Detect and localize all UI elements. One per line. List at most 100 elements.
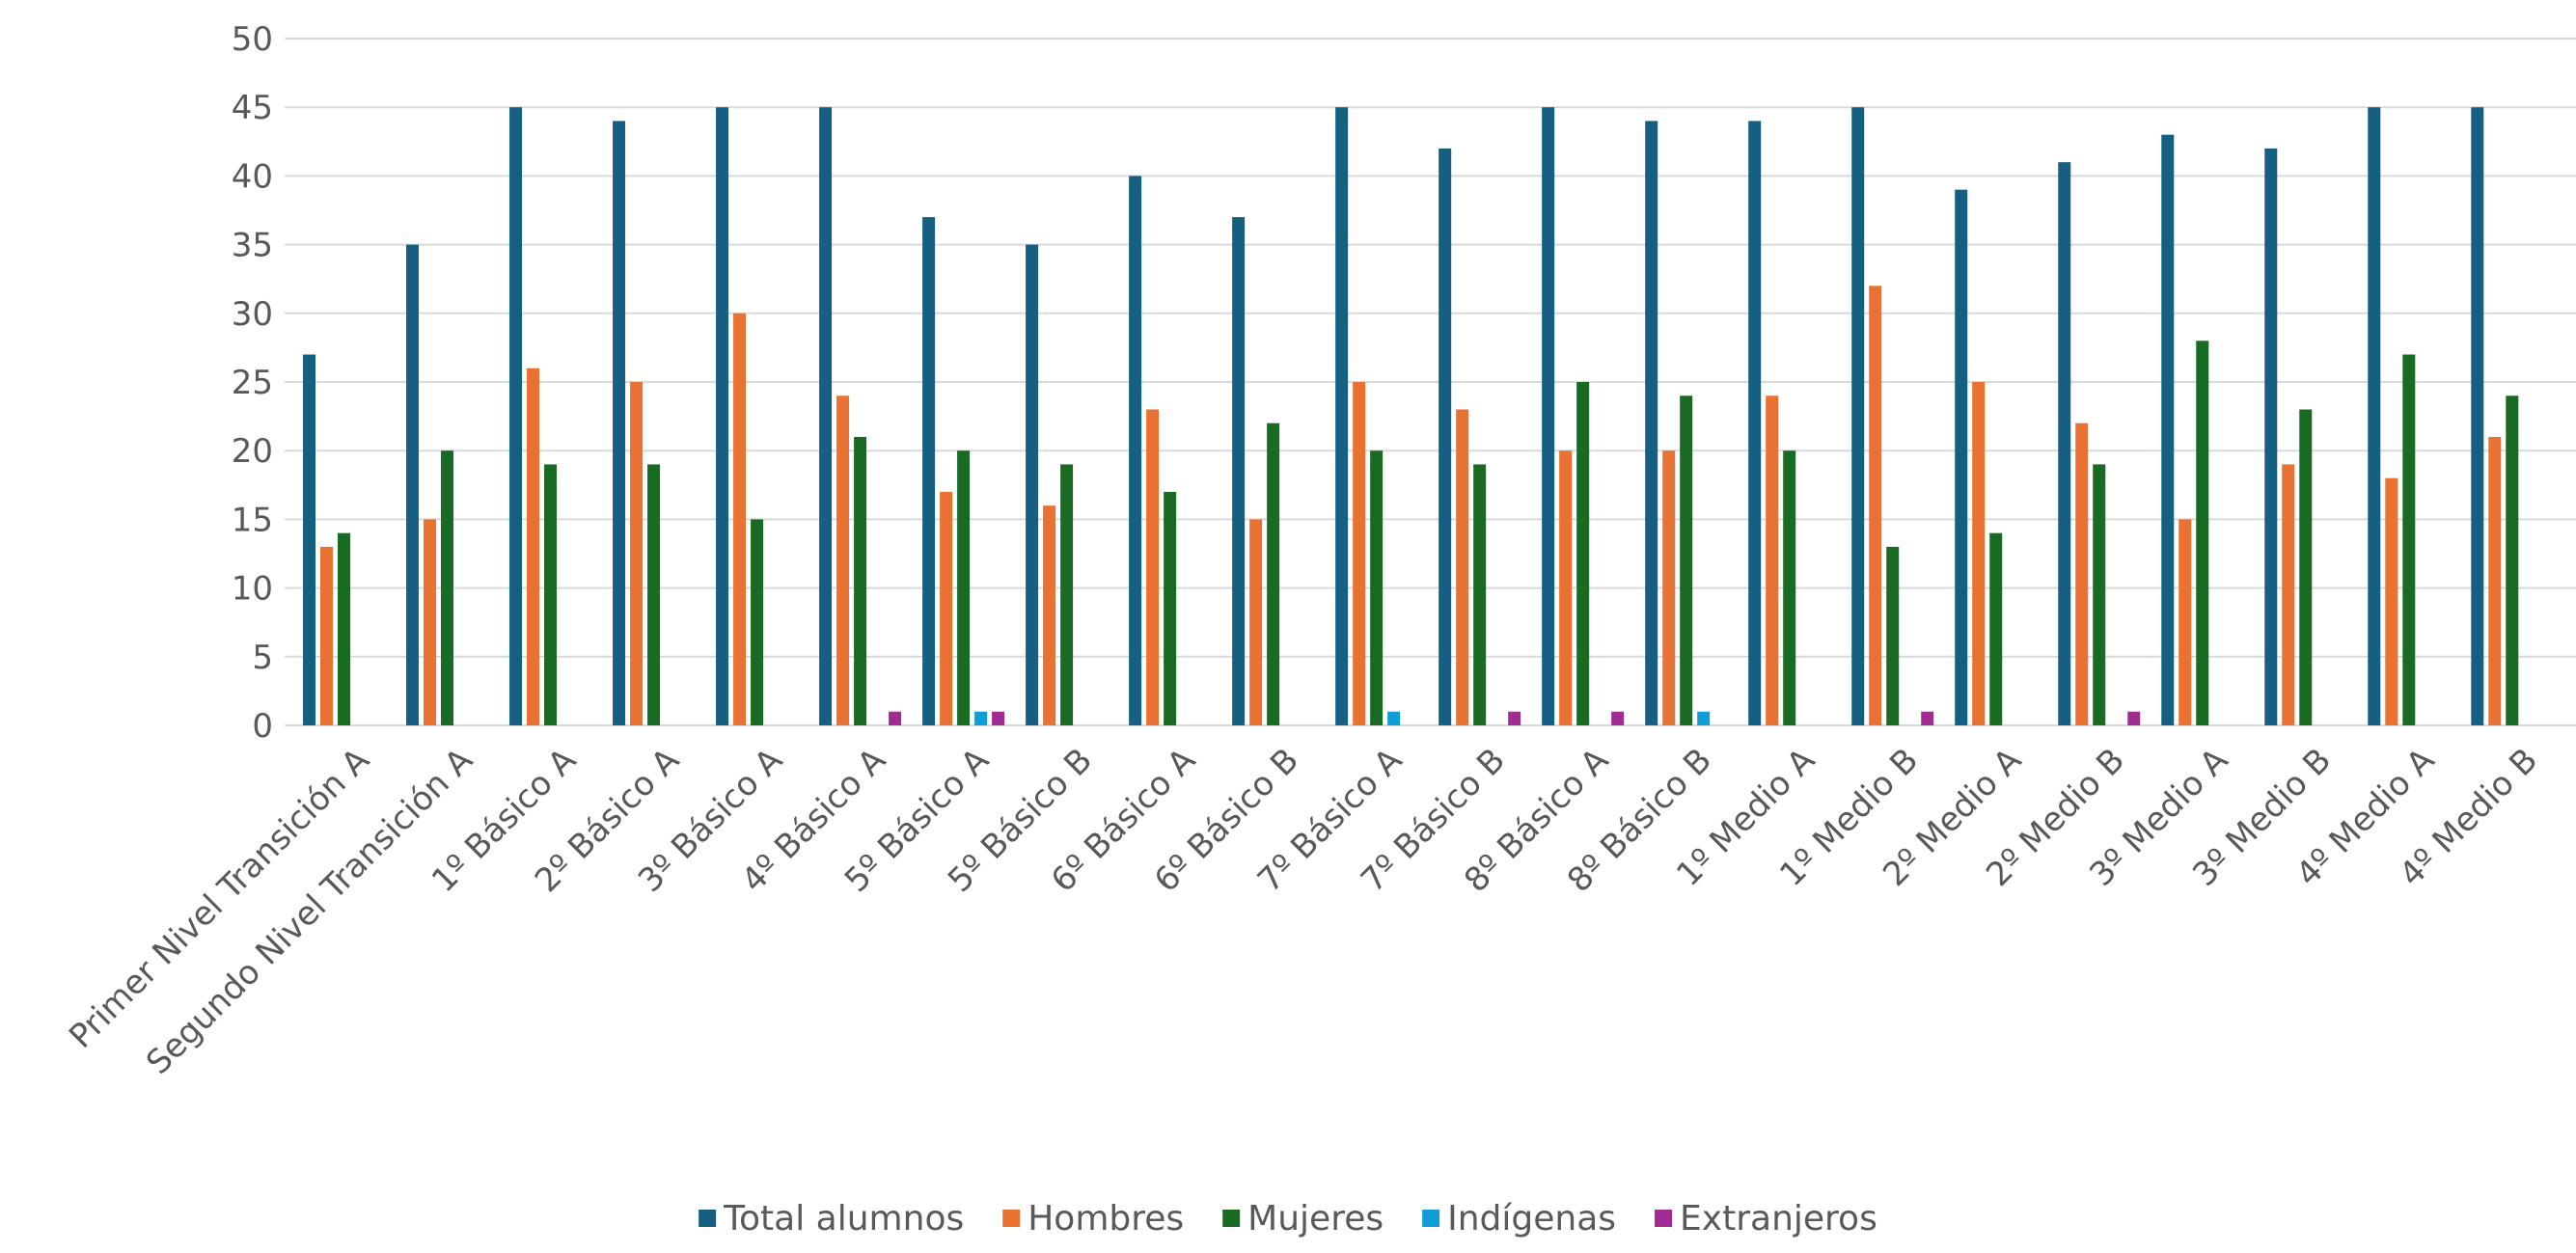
bar-mujeres-7 [1060,464,1074,725]
bar-hombres-18 [2179,519,2192,725]
legend-label: Extranjeros [1680,1199,1877,1239]
bar-mujeres-16 [1989,532,2003,725]
legend-item-total-alumnos[interactable]: Total alumnos [699,1199,964,1239]
bar-ind-genas-13 [1697,711,1711,725]
bar-total-alumnos-5 [819,107,833,725]
legend-swatch [1655,1210,1673,1227]
bar-extranjeros-12 [1611,711,1625,725]
y-tick-label: 30 [232,295,273,334]
bar-total-alumnos-13 [1645,121,1658,725]
bar-mujeres-12 [1576,382,1590,725]
bar-extranjeros-5 [889,711,902,725]
y-tick-label: 25 [232,364,273,402]
legend-item-hombres[interactable]: Hombres [1002,1199,1184,1239]
bar-ind-genas-10 [1387,711,1401,725]
bar-total-alumnos-20 [2368,107,2381,725]
bar-mujeres-5 [854,436,867,725]
bar-hombres-5 [836,395,850,725]
bar-total-alumnos-0 [303,354,316,725]
bar-total-alumnos-4 [716,107,729,725]
legend-item-ind-genas[interactable]: Indígenas [1422,1199,1616,1239]
bar-mujeres-21 [2506,395,2519,725]
bar-hombres-19 [2282,464,2295,725]
bar-hombres-16 [1972,382,1986,725]
bar-hombres-7 [1043,505,1056,725]
bar-mujeres-15 [1886,546,1900,725]
y-tick-label: 35 [232,227,273,265]
bar-total-alumnos-8 [1129,176,1142,725]
y-tick-label: 0 [252,707,273,746]
y-tick-label: 10 [232,570,273,609]
y-tick-label: 15 [232,501,273,539]
bar-hombres-17 [2075,422,2089,725]
bar-hombres-15 [1869,286,1882,725]
bar-hombres-2 [527,368,540,725]
legend-label: Mujeres [1247,1199,1384,1239]
gridlines [285,38,2576,726]
bar-mujeres-6 [957,450,971,725]
bar-hombres-4 [733,313,747,725]
bar-total-alumnos-1 [406,244,420,725]
bar-hombres-13 [1662,450,1676,725]
legend-label: Hombres [1028,1199,1184,1239]
bar-total-alumnos-12 [1542,107,1555,725]
bar-total-alumnos-9 [1232,217,1246,725]
bar-hombres-10 [1353,382,1366,725]
bar-hombres-6 [940,491,953,725]
bar-hombres-8 [1146,409,1160,725]
bar-hombres-11 [1456,409,1469,725]
bar-total-alumnos-16 [1955,189,1968,725]
bar-mujeres-10 [1370,450,1384,725]
legend-swatch [1422,1210,1440,1227]
legend-swatch [1002,1210,1021,1227]
legend[interactable]: Total alumnos Hombres Mujeres Indígenas Extr… [699,1199,1877,1239]
bar-extranjeros-17 [2127,711,2141,725]
y-tick-label: 40 [232,157,273,196]
bar-mujeres-19 [2299,409,2313,725]
bar-mujeres-20 [2402,354,2416,725]
bar-total-alumnos-15 [1851,107,1865,725]
bar-mujeres-8 [1164,491,1177,725]
legend-label: Indígenas [1447,1199,1616,1239]
y-tick-label: 45 [232,89,273,127]
bar-total-alumnos-3 [613,121,626,725]
legend-swatch [1222,1210,1241,1227]
bar-hombres-12 [1559,450,1573,725]
bar-mujeres-13 [1680,395,1693,725]
legend-swatch [699,1210,717,1227]
bar-hombres-14 [1766,395,1779,725]
bar-total-alumnos-19 [2264,148,2278,726]
bar-total-alumnos-2 [509,107,523,725]
bar-total-alumnos-7 [1026,244,1039,725]
bar-hombres-3 [630,382,644,725]
bar-mujeres-2 [544,464,558,725]
bar-total-alumnos-6 [922,217,936,725]
bar-total-alumnos-11 [1439,148,1452,726]
bar-total-alumnos-17 [2058,162,2071,725]
bar-mujeres-9 [1267,422,1280,725]
bar-mujeres-3 [647,464,661,725]
bar-total-alumnos-14 [1748,121,1762,725]
bar-mujeres-1 [441,450,454,725]
y-tick-label: 20 [232,432,273,471]
bar-mujeres-11 [1473,464,1487,725]
bar-hombres-0 [320,546,334,725]
bar-ind-genas-6 [974,711,988,725]
bar-mujeres-18 [2196,340,2209,725]
bar-hombres-9 [1249,519,1263,725]
bar-mujeres-17 [2093,464,2106,725]
legend-item-extranjeros[interactable]: Extranjeros [1655,1199,1877,1239]
bars [303,107,2519,726]
bar-extranjeros-6 [992,711,1005,725]
bar-hombres-1 [424,519,437,725]
bar-mujeres-0 [338,532,351,725]
bar-total-alumnos-10 [1335,107,1349,725]
y-axis-ticks: 0 5 10 15 20 25 30 35 40 45 50 [232,20,273,746]
bar-mujeres-14 [1783,450,1796,725]
legend-item-mujeres[interactable]: Mujeres [1222,1199,1384,1239]
bar-total-alumnos-21 [2471,107,2484,725]
y-tick-label: 50 [232,20,273,59]
